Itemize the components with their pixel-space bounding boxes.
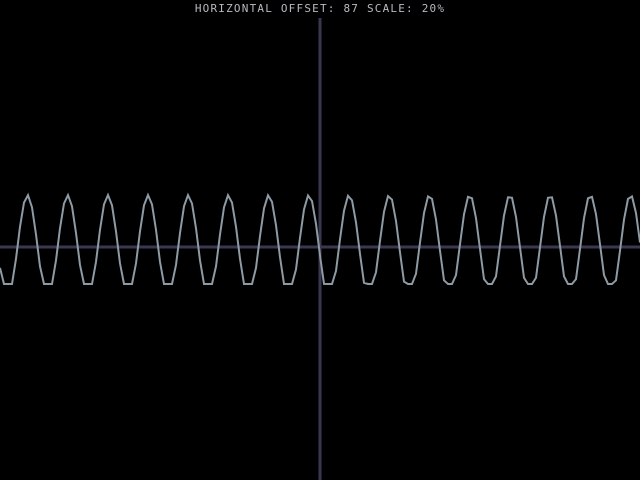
scale-value: 20% [421, 2, 446, 15]
status-readout: HORIZONTAL OFFSET: 87 SCALE: 20% [0, 2, 640, 15]
waveform-trace [0, 192, 640, 285]
scale-label: SCALE: [366, 2, 414, 15]
horizontal-offset-label: HORIZONTAL OFFSET: [194, 2, 336, 15]
horizontal-offset-value: 87 [343, 2, 360, 15]
